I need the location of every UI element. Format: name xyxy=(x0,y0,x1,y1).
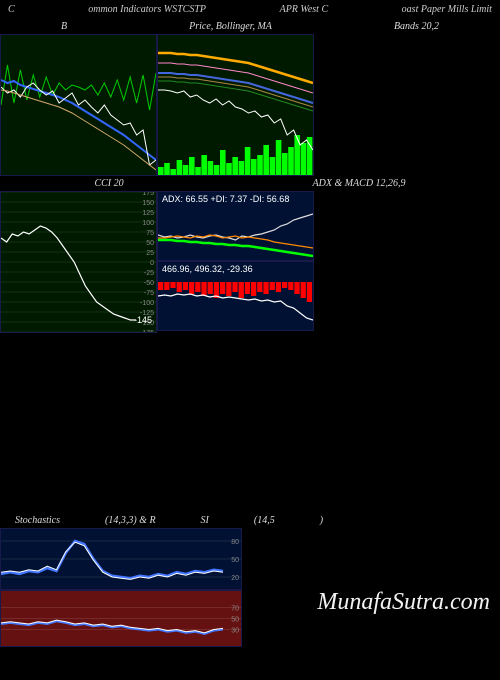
svg-text:ADX: 66.55 +DI: 7.37 -DI: 56.6: ADX: 66.55 +DI: 7.37 -DI: 56.68 xyxy=(162,194,289,204)
top-title-row: B Price, Bollinger, MA Bands 20,2 xyxy=(0,19,500,34)
adx-macd-col: ADX: 66.55 +DI: 7.37 -DI: 56.68 466.96, … xyxy=(157,191,314,333)
cci-chart: 1751501251007550250-25-50-75-100-125-150… xyxy=(0,191,157,333)
svg-text:50: 50 xyxy=(146,240,154,247)
header-c: C xyxy=(8,4,15,15)
macd-chart: 466.96, 496.32, -29.36 xyxy=(157,261,314,331)
mid-title-row: CCI 20 ADX & MACD 12,26,9 xyxy=(0,176,500,191)
spacer xyxy=(0,333,500,513)
rsi-chart: 70 50 30 xyxy=(0,590,242,647)
row-1 xyxy=(0,34,500,176)
svg-text:25: 25 xyxy=(146,250,154,257)
title-bands: Bands 20,2 xyxy=(394,21,439,32)
svg-text:30: 30 xyxy=(231,628,239,635)
bollinger-chart xyxy=(157,34,314,176)
svg-text:50: 50 xyxy=(231,617,239,624)
price-ma-chart xyxy=(0,34,157,176)
stoch-label: Stochastics xyxy=(15,515,60,526)
svg-text:150: 150 xyxy=(142,200,154,207)
svg-text:175: 175 xyxy=(142,192,154,197)
svg-text:-175: -175 xyxy=(140,330,154,332)
svg-text:-145: -145 xyxy=(134,315,152,325)
row-3: 80 50 20 xyxy=(0,528,500,590)
header-row: C ommon Indicators WSTCSTP APR West C oa… xyxy=(0,0,500,19)
svg-text:-100: -100 xyxy=(140,300,154,307)
rsi-label: SI xyxy=(201,515,209,526)
svg-text:75: 75 xyxy=(146,230,154,237)
svg-text:20: 20 xyxy=(231,575,239,582)
svg-text:50: 50 xyxy=(231,557,239,564)
svg-text:-25: -25 xyxy=(144,270,154,277)
stoch-chart: 80 50 20 xyxy=(0,528,242,590)
row-4: 70 50 30 xyxy=(0,590,500,647)
adx-chart: ADX: 66.55 +DI: 7.37 -DI: 56.68 xyxy=(157,191,314,261)
rsi-params: (14,5 xyxy=(254,515,275,526)
svg-text:466.96, 496.32, -29.36: 466.96, 496.32, -29.36 xyxy=(162,264,253,274)
svg-text:80: 80 xyxy=(231,539,239,546)
adx-title: ADX & MACD 12,26,9 xyxy=(313,178,406,189)
svg-text:125: 125 xyxy=(142,210,154,217)
bottom-title-row: Stochastics (14,3,3) & R SI (14,5 ) xyxy=(0,513,500,528)
header-apr: APR West C xyxy=(280,4,329,15)
title-b: B xyxy=(61,21,67,32)
svg-text:-75: -75 xyxy=(144,290,154,297)
svg-text:0: 0 xyxy=(150,260,154,267)
svg-text:-50: -50 xyxy=(144,280,154,287)
stoch-params: (14,3,3) & R xyxy=(105,515,156,526)
svg-text:100: 100 xyxy=(142,220,154,227)
title-price-ma: Price, Bollinger, MA xyxy=(189,21,272,32)
row-2: 1751501251007550250-25-50-75-100-125-150… xyxy=(0,191,500,333)
header-indicators: ommon Indicators WSTCSTP xyxy=(88,4,206,15)
svg-text:70: 70 xyxy=(231,606,239,613)
cci-title: CCI 20 xyxy=(94,178,123,189)
rsi-close: ) xyxy=(320,515,323,526)
header-right: oast Paper Mills Limit xyxy=(402,4,492,15)
